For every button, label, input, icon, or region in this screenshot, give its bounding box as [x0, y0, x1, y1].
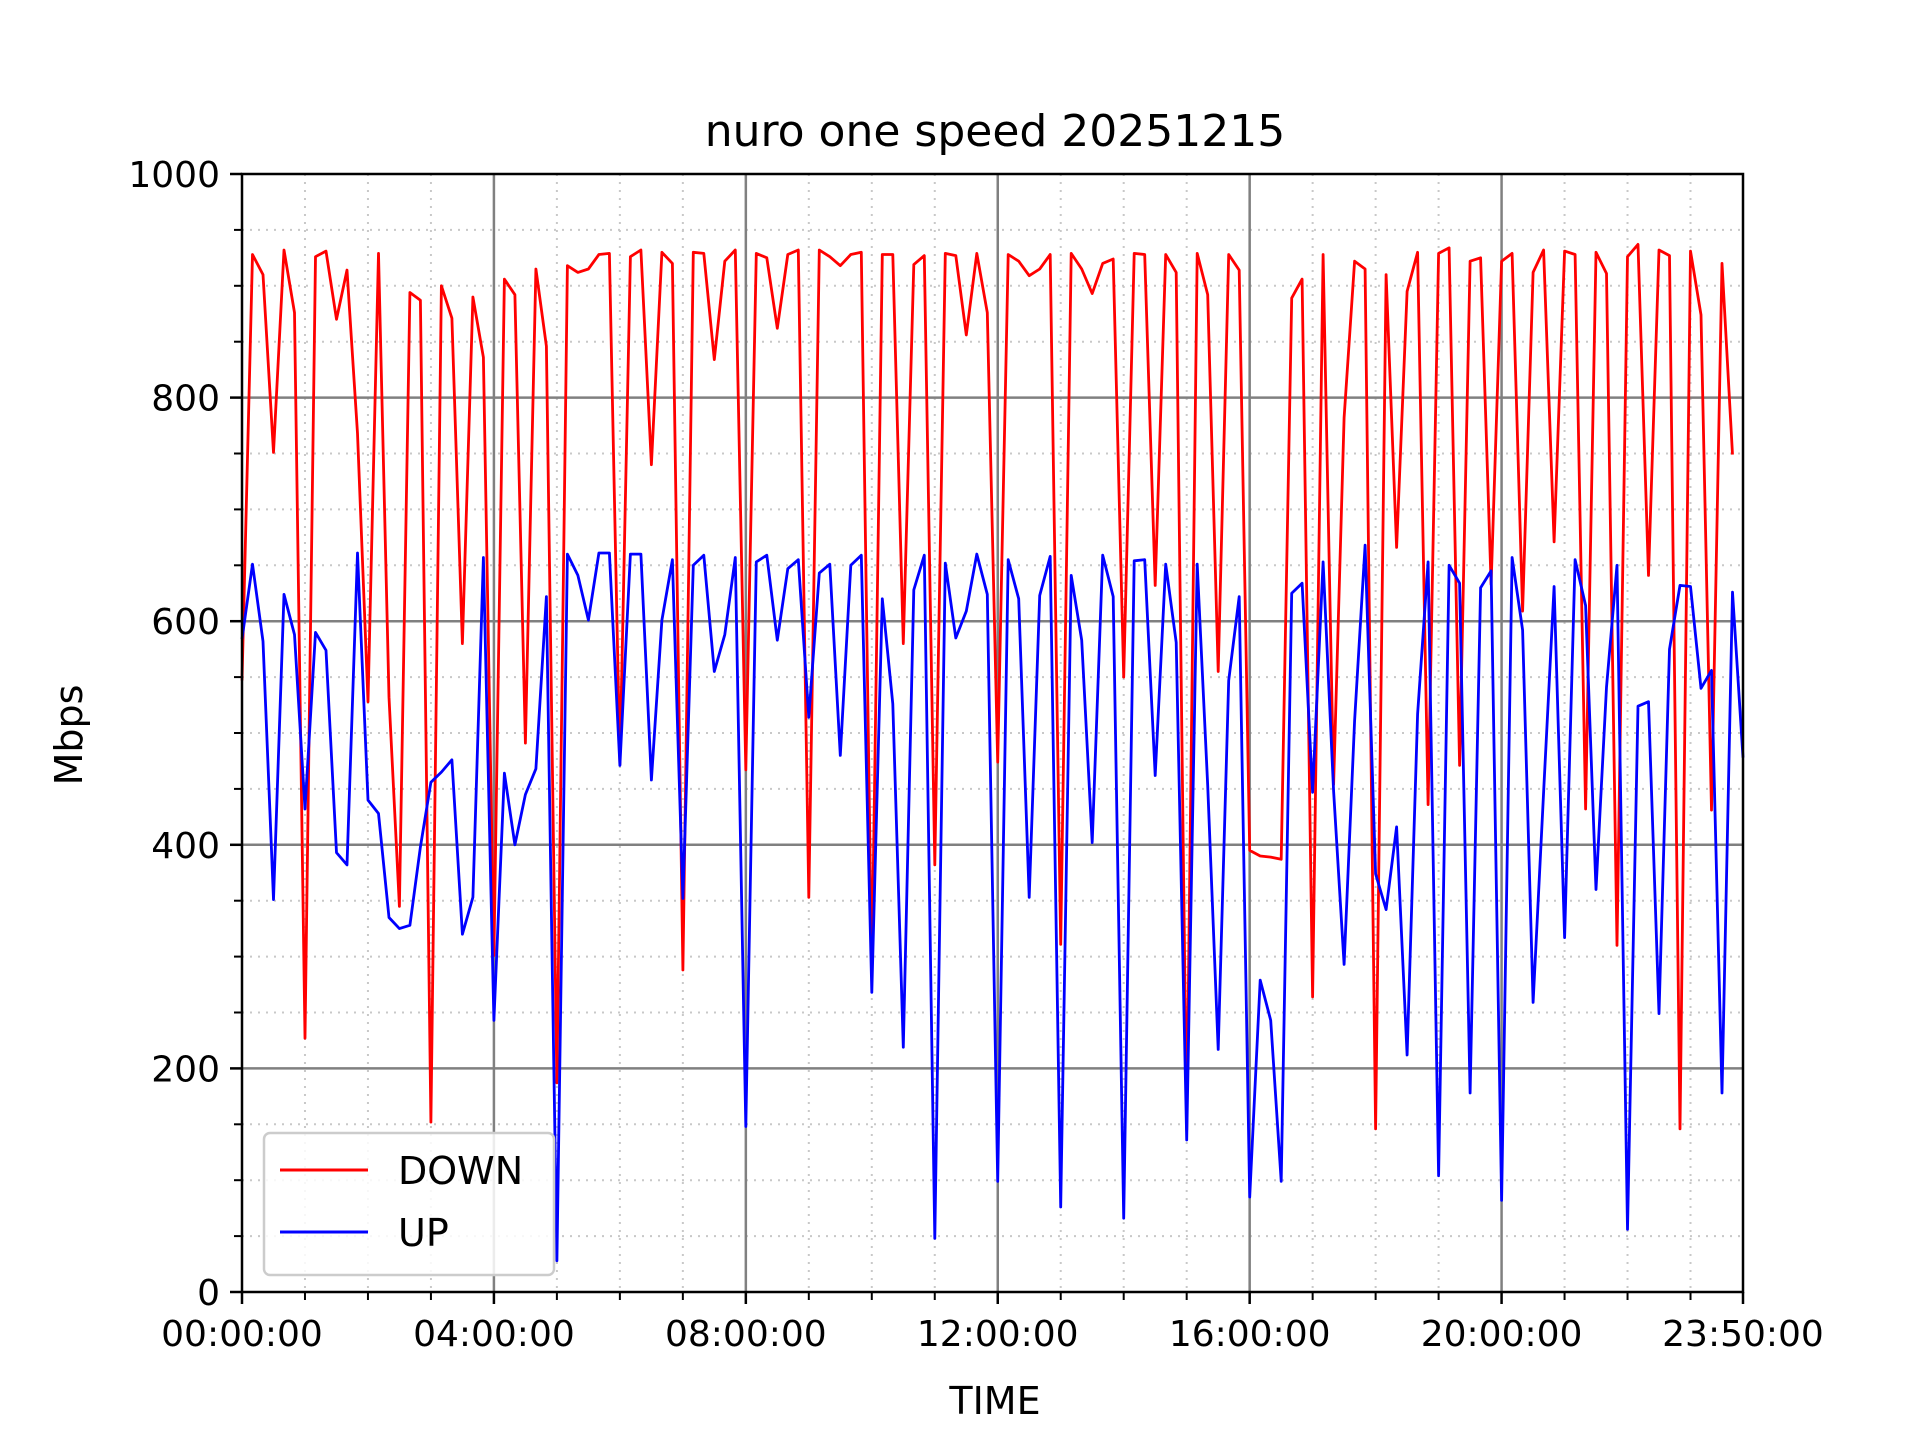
y-tick-label: 400	[151, 826, 220, 867]
x-tick-label: 20:00:00	[1421, 1314, 1583, 1355]
x-tick-label: 16:00:00	[1169, 1314, 1331, 1355]
legend: DOWN UP	[262, 1131, 556, 1277]
series-line-up	[240, 543, 1745, 1263]
x-axis-label: TIME	[948, 1379, 1040, 1423]
chart-title: nuro one speed 20251215	[705, 106, 1286, 157]
y-tick-label: 1000	[128, 155, 220, 196]
series-line-down	[240, 242, 1734, 1132]
legend-label-up: UP	[398, 1211, 449, 1255]
x-tick-label: 12:00:00	[917, 1314, 1079, 1355]
y-tick-label: 600	[151, 602, 220, 643]
y-axis-label: Mbps	[47, 685, 91, 786]
y-tick-label: 200	[151, 1049, 220, 1090]
x-tick-label: 23:50:00	[1662, 1314, 1824, 1355]
y-tick-label: 0	[197, 1273, 220, 1314]
x-tick-label: 00:00:00	[161, 1314, 323, 1355]
legend-label-down: DOWN	[398, 1149, 523, 1193]
x-tick-label: 04:00:00	[413, 1314, 575, 1355]
y-tick-label: 800	[151, 379, 220, 420]
x-tick-label: 08:00:00	[665, 1314, 827, 1355]
